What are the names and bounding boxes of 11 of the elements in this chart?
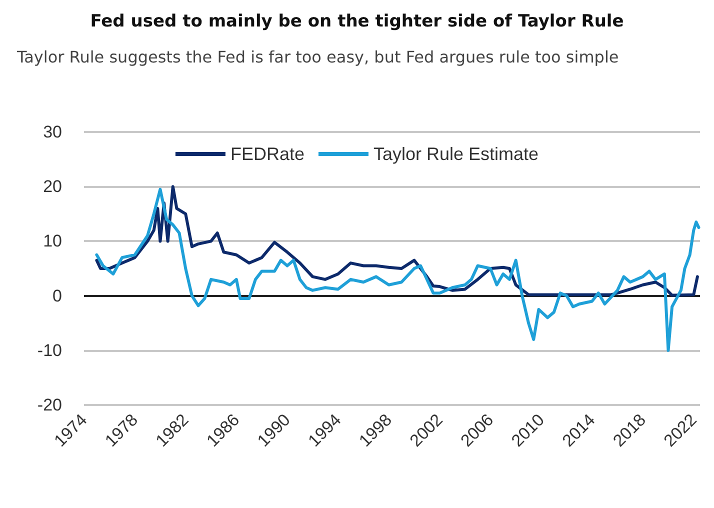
- y-tick-label: -20: [37, 396, 62, 414]
- y-tick-label: 10: [43, 232, 62, 251]
- y-tick-label: 0: [52, 286, 62, 306]
- chart-title: Fed used to mainly be on the tighter side of Taylor Rule: [90, 12, 624, 32]
- legend-label: Taylor Rule Estimate: [373, 144, 539, 164]
- y-tick-label: 30: [43, 122, 62, 142]
- y-tick-label: -10: [37, 340, 62, 360]
- legend-label: FEDRate: [230, 144, 304, 164]
- chart-subtitle: Taylor Rule suggests the Fed is far too easy, but Fed argues rule too simple: [16, 48, 619, 66]
- line-series: [95, 188, 700, 352]
- y-tick-label: 20: [43, 177, 62, 196]
